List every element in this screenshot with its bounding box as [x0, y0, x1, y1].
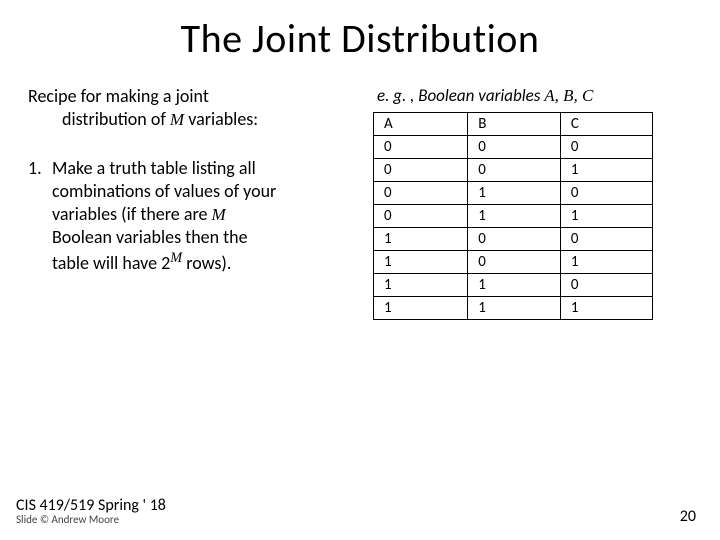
table-header-row: A B C	[374, 113, 653, 136]
table-row: 110	[374, 274, 653, 297]
script-m-sup-icon	[170, 249, 182, 267]
left-column: Recipe for making a joint distribution o…	[28, 85, 347, 320]
item-l1: Make a truth table listing all	[52, 157, 256, 179]
content-row: Recipe for making a joint distribution o…	[28, 85, 692, 320]
recipe-line2: distribution of variables:	[28, 108, 347, 131]
table-row: 000	[374, 136, 653, 159]
item-l5b: rows).	[182, 252, 231, 274]
recipe-line1: Recipe for making a joint	[28, 85, 209, 107]
table-row: 101	[374, 251, 653, 274]
footer-left: CIS 419/519 Spring ' 18 Slide © Andrew M…	[16, 496, 166, 526]
col-A: A	[374, 113, 468, 136]
right-column: e. g. , Boolean variables A, B, C A B C …	[373, 85, 692, 320]
caption-vars: A, B, C	[544, 86, 593, 105]
recipe-line2b: variables:	[184, 108, 258, 130]
page-number: 20	[680, 507, 696, 526]
col-B: B	[468, 113, 561, 136]
table-row: 010	[374, 182, 653, 205]
table-row: 100	[374, 228, 653, 251]
truth-table: A B C 000 001 010 011 100 101 110 111	[373, 112, 653, 320]
table-row: 011	[374, 205, 653, 228]
col-C: C	[560, 113, 652, 136]
footer: CIS 419/519 Spring ' 18 Slide © Andrew M…	[16, 496, 696, 526]
item-l5a: table will have 2	[52, 252, 170, 274]
recipe-text: Recipe for making a joint distribution o…	[28, 85, 347, 131]
slide: The Joint Distribution Recipe for making…	[0, 0, 720, 540]
slide-title: The Joint Distribution	[28, 14, 692, 63]
table-row: 001	[374, 159, 653, 182]
item-text: Make a truth table listing all combinati…	[52, 157, 347, 275]
item-l2: combinations of values of your	[52, 180, 276, 202]
recipe-line2a: distribution of	[62, 108, 170, 130]
item-number: 1.	[28, 157, 52, 275]
table-body: 000 001 010 011 100 101 110 111	[374, 136, 653, 320]
example-caption: e. g. , Boolean variables A, B, C	[373, 85, 692, 106]
numbered-item: 1. Make a truth table listing all combin…	[28, 157, 347, 275]
table-row: 111	[374, 297, 653, 320]
script-m-icon	[170, 108, 184, 130]
caption-prefix: e. g. , Boolean variables	[377, 85, 544, 106]
script-m-icon	[212, 203, 226, 225]
item-l3a: variables (if there are	[52, 203, 212, 225]
item-l4: Boolean variables then the	[52, 226, 248, 248]
